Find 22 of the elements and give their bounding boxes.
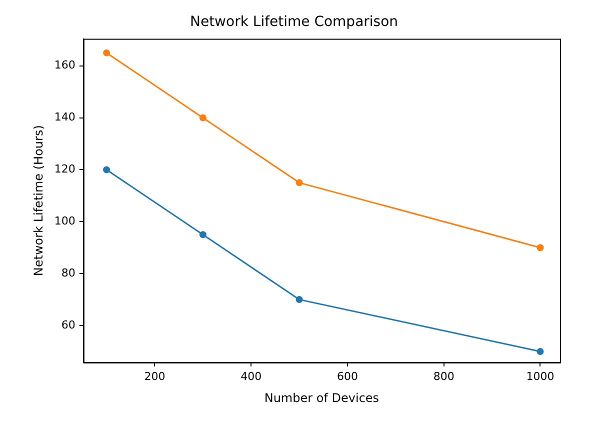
point bbox=[103, 166, 110, 174]
point bbox=[199, 114, 206, 122]
y-tick-label: 140 bbox=[54, 110, 76, 124]
y-tick-label: 80 bbox=[61, 266, 76, 280]
point bbox=[296, 179, 303, 186]
x-tick-label: 400 bbox=[240, 370, 262, 383]
x-axis-title: Number of Devices bbox=[264, 390, 380, 405]
x-tick-label: 1000 bbox=[526, 370, 554, 383]
x-tick-label: 200 bbox=[144, 370, 166, 383]
x-tick-label: 600 bbox=[336, 370, 358, 383]
x-tick-label: 800 bbox=[433, 370, 454, 383]
point bbox=[536, 348, 544, 355]
y-axis-title: Network Lifetime (Hours) bbox=[31, 125, 46, 276]
y-tick-label: 60 bbox=[61, 318, 76, 332]
y-tick-label: 100 bbox=[54, 214, 76, 228]
point bbox=[103, 49, 110, 56]
chart-title: Network Lifetime Comparison bbox=[190, 14, 398, 30]
point bbox=[199, 231, 206, 238]
y-tick-label: 160 bbox=[54, 58, 76, 72]
point bbox=[536, 244, 544, 252]
y-tick-label: 120 bbox=[54, 162, 76, 176]
point bbox=[296, 296, 303, 304]
